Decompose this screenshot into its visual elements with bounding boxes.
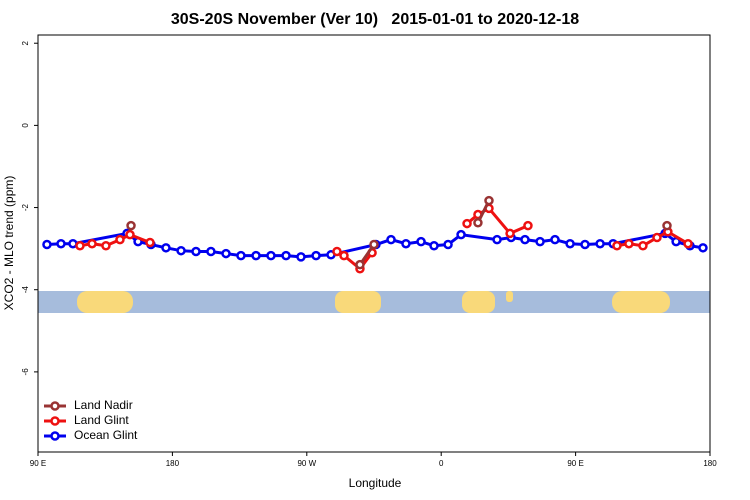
data-point <box>429 241 439 251</box>
x-axis-label: Longitude <box>349 476 402 490</box>
y-axis-label: XCO2 - MLO trend (ppm) <box>2 176 16 311</box>
data-point <box>266 250 276 261</box>
data-point <box>416 236 426 247</box>
data-point <box>281 250 291 261</box>
data-point <box>161 243 171 253</box>
data-point <box>565 238 575 249</box>
x-tick-label: 90 E <box>567 459 583 468</box>
y-tick-label: -2 <box>21 203 30 211</box>
data-point <box>484 195 494 206</box>
data-point <box>56 238 66 249</box>
legend-marker <box>50 431 60 441</box>
plot-frame <box>37 34 711 453</box>
data-point <box>355 259 365 270</box>
data-point <box>386 234 396 245</box>
data-point <box>115 234 125 245</box>
data-point <box>236 250 246 261</box>
x-tick-label: 180 <box>166 459 180 468</box>
data-point <box>332 246 342 257</box>
data-point <box>443 239 453 250</box>
land-patch <box>335 291 381 313</box>
data-point <box>652 232 662 243</box>
x-tick-label: 0 <box>439 459 444 468</box>
y-tick-label: -6 <box>21 368 30 376</box>
data-point <box>462 218 472 229</box>
data-point <box>251 250 261 261</box>
land-patch <box>462 291 495 313</box>
land-patch <box>77 291 133 313</box>
data-point <box>550 234 560 245</box>
legend-label: Land Glint <box>74 413 129 427</box>
legend-label: Ocean Glint <box>74 428 138 442</box>
data-point <box>473 218 483 228</box>
legend-marker <box>50 401 60 411</box>
data-point <box>505 228 515 239</box>
data-point <box>126 220 136 231</box>
data-point <box>145 237 155 248</box>
data-point <box>638 241 648 251</box>
data-point <box>221 248 231 259</box>
y-tick-label: -4 <box>21 286 30 294</box>
data-point <box>624 238 634 249</box>
data-point <box>612 241 622 251</box>
data-point <box>176 245 186 256</box>
data-point <box>595 238 605 249</box>
data-point <box>42 239 52 250</box>
data-point <box>101 241 111 251</box>
data-point <box>367 247 377 258</box>
y-tick-label: 2 <box>21 40 30 45</box>
data-point <box>683 238 693 249</box>
data-point <box>580 239 590 250</box>
data-point <box>311 250 321 261</box>
legend-label: Land Nadir <box>74 398 133 412</box>
data-point <box>87 238 97 249</box>
data-point <box>125 229 135 240</box>
data-point <box>191 246 201 257</box>
y-tick-label: 0 <box>21 123 30 128</box>
data-point <box>492 234 502 245</box>
data-point <box>369 239 379 250</box>
data-point <box>339 250 349 261</box>
data-point <box>520 234 530 245</box>
data-point <box>698 243 708 253</box>
chart-title: 30S-20S November (Ver 10) 2015-01-01 to … <box>171 11 579 28</box>
data-point <box>456 229 466 240</box>
data-point <box>523 220 533 231</box>
data-point <box>206 246 216 257</box>
legend-marker <box>50 416 60 426</box>
x-tick-label: 90 E <box>30 459 46 468</box>
data-point <box>662 220 672 231</box>
land-patch <box>506 291 513 302</box>
map-strip <box>38 291 710 313</box>
x-tick-label: 90 W <box>297 459 316 468</box>
data-point <box>75 241 85 251</box>
land-patch <box>612 291 670 313</box>
x-tick-label: 180 <box>703 459 717 468</box>
data-point <box>401 238 411 249</box>
data-point <box>296 252 306 262</box>
data-point <box>535 236 545 247</box>
series-line <box>79 206 689 271</box>
